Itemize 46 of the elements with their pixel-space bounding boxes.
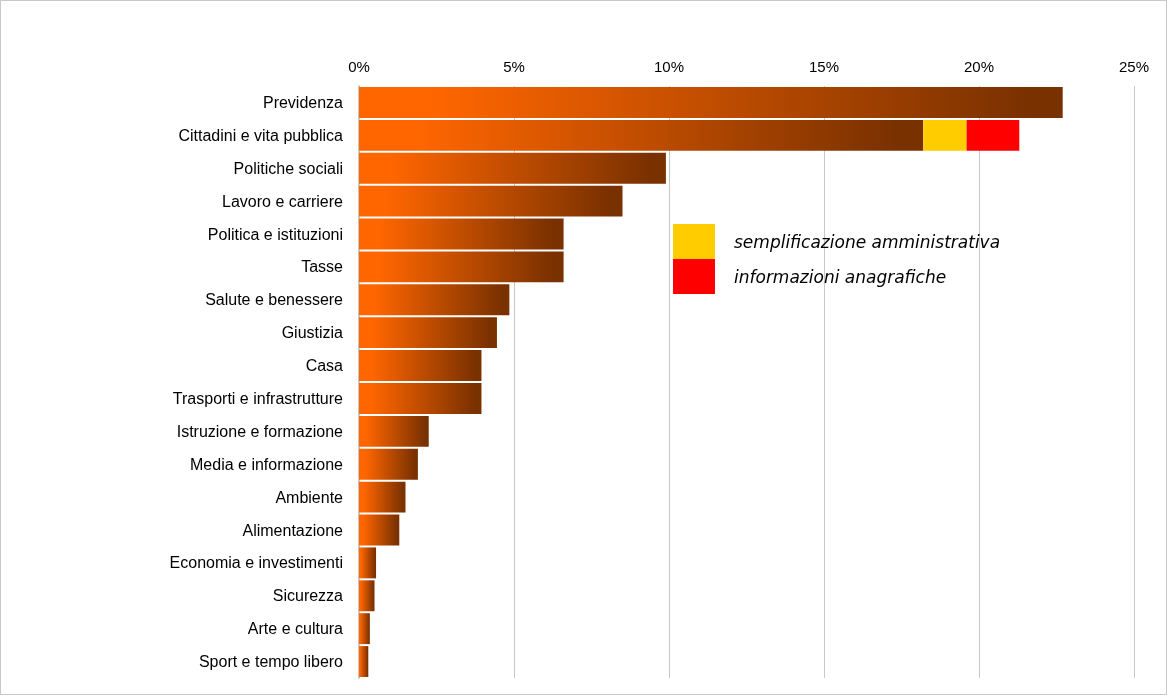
y-tick-label: Arte e cultura xyxy=(247,620,344,638)
bar xyxy=(359,646,369,678)
bar xyxy=(359,382,482,414)
y-tick-label: Salute e benessere xyxy=(205,291,344,309)
bar xyxy=(359,613,370,645)
y-tick-label: Ambiente xyxy=(275,488,344,506)
bar xyxy=(359,448,418,480)
y-tick-label: Tasse xyxy=(301,258,344,276)
y-tick-label: Previdenza xyxy=(262,93,344,111)
bar xyxy=(359,415,429,447)
bar xyxy=(923,119,967,151)
bar xyxy=(359,119,924,151)
legend-label: semplificazione amministrativa xyxy=(734,231,1001,252)
y-tick-label: Alimentazione xyxy=(242,521,344,539)
y-tick-label: Casa xyxy=(305,357,344,375)
bar xyxy=(359,251,564,283)
bar xyxy=(359,218,564,250)
y-tick-label: Istruzione e formazione xyxy=(176,422,344,440)
bar xyxy=(359,514,400,546)
bar xyxy=(359,86,1063,118)
x-tick-label: 0% xyxy=(348,58,370,75)
x-tick-label: 25% xyxy=(1118,58,1150,75)
y-tick-label: Sicurezza xyxy=(272,587,344,605)
legend-label: informazioni anagrafiche xyxy=(734,266,947,287)
bar xyxy=(966,119,1020,151)
y-tick-label: Lavoro e carriere xyxy=(222,192,344,210)
y-tick-label: Sport e tempo libero xyxy=(198,653,344,671)
x-tick-label: 20% xyxy=(963,58,995,75)
y-tick-label: Cittadini e vita pubblica xyxy=(178,126,344,144)
bar xyxy=(359,284,510,316)
x-tick-label: 5% xyxy=(503,58,525,75)
bar xyxy=(359,185,623,217)
x-tick-label: 10% xyxy=(653,58,685,75)
bar xyxy=(359,317,497,349)
bar xyxy=(359,152,666,184)
y-tick-label: Trasporti e infrastrutture xyxy=(172,389,344,407)
y-tick-label: Media e informazione xyxy=(190,455,344,473)
bar xyxy=(359,547,377,579)
bar xyxy=(359,580,375,612)
y-tick-label: Politica e istituzioni xyxy=(207,225,343,243)
y-tick-label: Giustizia xyxy=(281,324,344,342)
x-tick-label: 15% xyxy=(808,58,840,75)
bar xyxy=(359,350,482,382)
bar xyxy=(359,481,406,513)
y-tick-label: Economia e investimenti xyxy=(169,554,343,572)
y-tick-label: Politiche sociali xyxy=(233,159,343,177)
